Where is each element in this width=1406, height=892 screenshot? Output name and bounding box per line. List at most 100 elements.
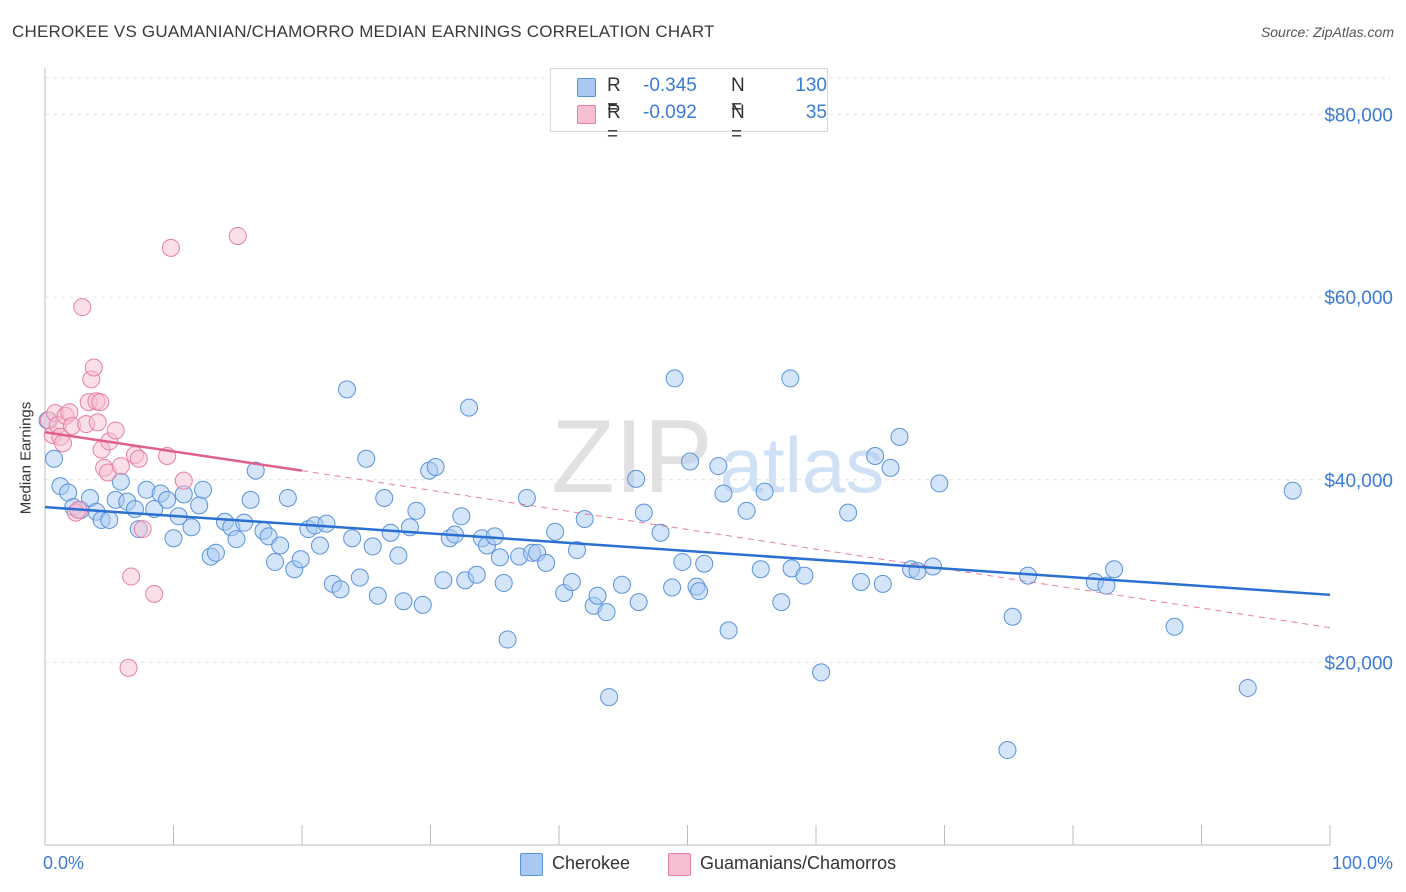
cherokee-point xyxy=(227,530,246,549)
guam-point xyxy=(53,434,72,453)
y-tick-label: $20,000 xyxy=(1324,653,1393,674)
watermark-atlas: atlas xyxy=(720,421,885,509)
cherokee-point xyxy=(866,447,885,466)
guam-point xyxy=(122,567,141,586)
cherokee-point xyxy=(413,595,432,614)
cherokee-point xyxy=(317,514,336,533)
cherokee-trend-line xyxy=(44,505,1331,597)
guam-point xyxy=(91,393,110,412)
cherokee-point xyxy=(755,482,774,501)
cherokee-point xyxy=(1283,481,1302,500)
cherokee-point xyxy=(434,571,453,590)
cherokee-point xyxy=(695,554,714,573)
cherokee-point xyxy=(517,489,536,508)
cherokee-point xyxy=(714,484,733,503)
grid-layer xyxy=(45,77,1390,663)
guam-point xyxy=(111,457,130,476)
cherokee-point xyxy=(190,496,209,515)
r-label: R = xyxy=(607,75,621,118)
guam-legend-label: Guamanians/Chamorros xyxy=(700,853,897,873)
cherokee-swatch xyxy=(577,78,596,97)
cherokee-point xyxy=(737,501,756,520)
cherokee-point xyxy=(930,474,949,493)
guam-point xyxy=(84,358,103,377)
cherokee-point xyxy=(772,593,791,612)
cherokee-point xyxy=(460,398,479,417)
cherokee-point xyxy=(612,575,631,594)
guam-swatch xyxy=(577,105,596,124)
guam-legend-swatch xyxy=(668,853,691,876)
cherokee-point xyxy=(629,593,648,612)
cherokee-point xyxy=(206,543,225,562)
trend-layer xyxy=(44,431,1331,629)
cherokee-point xyxy=(291,550,310,569)
cherokee-point xyxy=(266,552,285,571)
cherokee-point xyxy=(467,565,486,584)
cherokee-point xyxy=(651,523,670,542)
cherokee-point xyxy=(343,529,362,548)
cherokee-point xyxy=(881,458,900,477)
cherokee-point xyxy=(278,489,297,508)
cherokee-point xyxy=(851,573,870,592)
cherokee-point xyxy=(241,490,260,509)
cherokee-point xyxy=(337,380,356,399)
labels-layer: $20,000 $40,000 $60,000 $80,000 0.0% 100.0% xyxy=(43,106,1393,873)
points-layer xyxy=(38,226,1302,760)
chart-title: CHEROKEE VS GUAMANIAN/CHAMORRO MEDIAN EA… xyxy=(12,22,715,41)
cherokee-point xyxy=(781,369,800,388)
cherokee-point xyxy=(498,630,517,649)
cherokee-point xyxy=(331,580,350,599)
cherokee-point xyxy=(1238,678,1257,697)
cherokee-point xyxy=(490,548,509,567)
guam-trend-line xyxy=(44,431,303,472)
cherokee-point xyxy=(546,522,565,541)
guam-point xyxy=(129,449,148,468)
y-tick-label: $80,000 xyxy=(1324,106,1393,127)
cherokee-point xyxy=(1097,576,1116,595)
cherokee-point xyxy=(375,489,394,508)
cherokee-point xyxy=(597,603,616,622)
cherokee-point xyxy=(310,536,329,555)
r-value: -0.092 xyxy=(643,102,697,123)
axis-layer xyxy=(44,68,1331,846)
cherokee-point xyxy=(719,621,738,640)
cherokee-point xyxy=(890,427,909,446)
guam-point xyxy=(174,471,193,490)
x-tick-label: 100.0% xyxy=(1332,853,1393,873)
cherokee-point xyxy=(235,513,254,532)
cherokee-point xyxy=(389,546,408,565)
cherokee-point xyxy=(588,586,607,605)
cherokee-point xyxy=(394,592,413,611)
cherokee-point xyxy=(164,529,183,548)
cherokee-point xyxy=(681,452,700,471)
cherokee-point xyxy=(407,501,426,520)
source-label: Source: ZipAtlas.com xyxy=(1260,24,1394,40)
cherokee-point xyxy=(690,582,709,601)
cherokee-point xyxy=(998,741,1017,760)
cherokee-point xyxy=(452,507,471,526)
cherokee-point xyxy=(158,490,177,509)
cherokee-point xyxy=(839,503,858,522)
cherokee-legend-label: Cherokee xyxy=(552,853,631,873)
cherokee-point xyxy=(271,536,290,555)
cherokee-point xyxy=(44,449,63,468)
cherokee-point xyxy=(627,469,646,488)
y-tick-label: $40,000 xyxy=(1324,471,1393,492)
cherokee-point xyxy=(673,552,692,571)
guam-point xyxy=(73,298,92,317)
y-tick-label: $60,000 xyxy=(1324,288,1393,309)
r-value: -0.345 xyxy=(643,75,697,96)
cherokee-point xyxy=(357,449,376,468)
cherokee-point xyxy=(600,688,619,707)
guam-point xyxy=(119,658,138,677)
n-label: N = xyxy=(731,102,745,145)
cherokee-point xyxy=(812,663,831,682)
correlation-legend: R = -0.345 N = 130 R = -0.092 N = 35 xyxy=(550,68,828,145)
cherokee-point xyxy=(537,553,556,572)
guam-point xyxy=(133,520,152,539)
cherokee-point xyxy=(634,503,653,522)
cherokee-point xyxy=(795,566,814,585)
cherokee-point xyxy=(1165,617,1184,636)
cherokee-point xyxy=(246,461,265,480)
